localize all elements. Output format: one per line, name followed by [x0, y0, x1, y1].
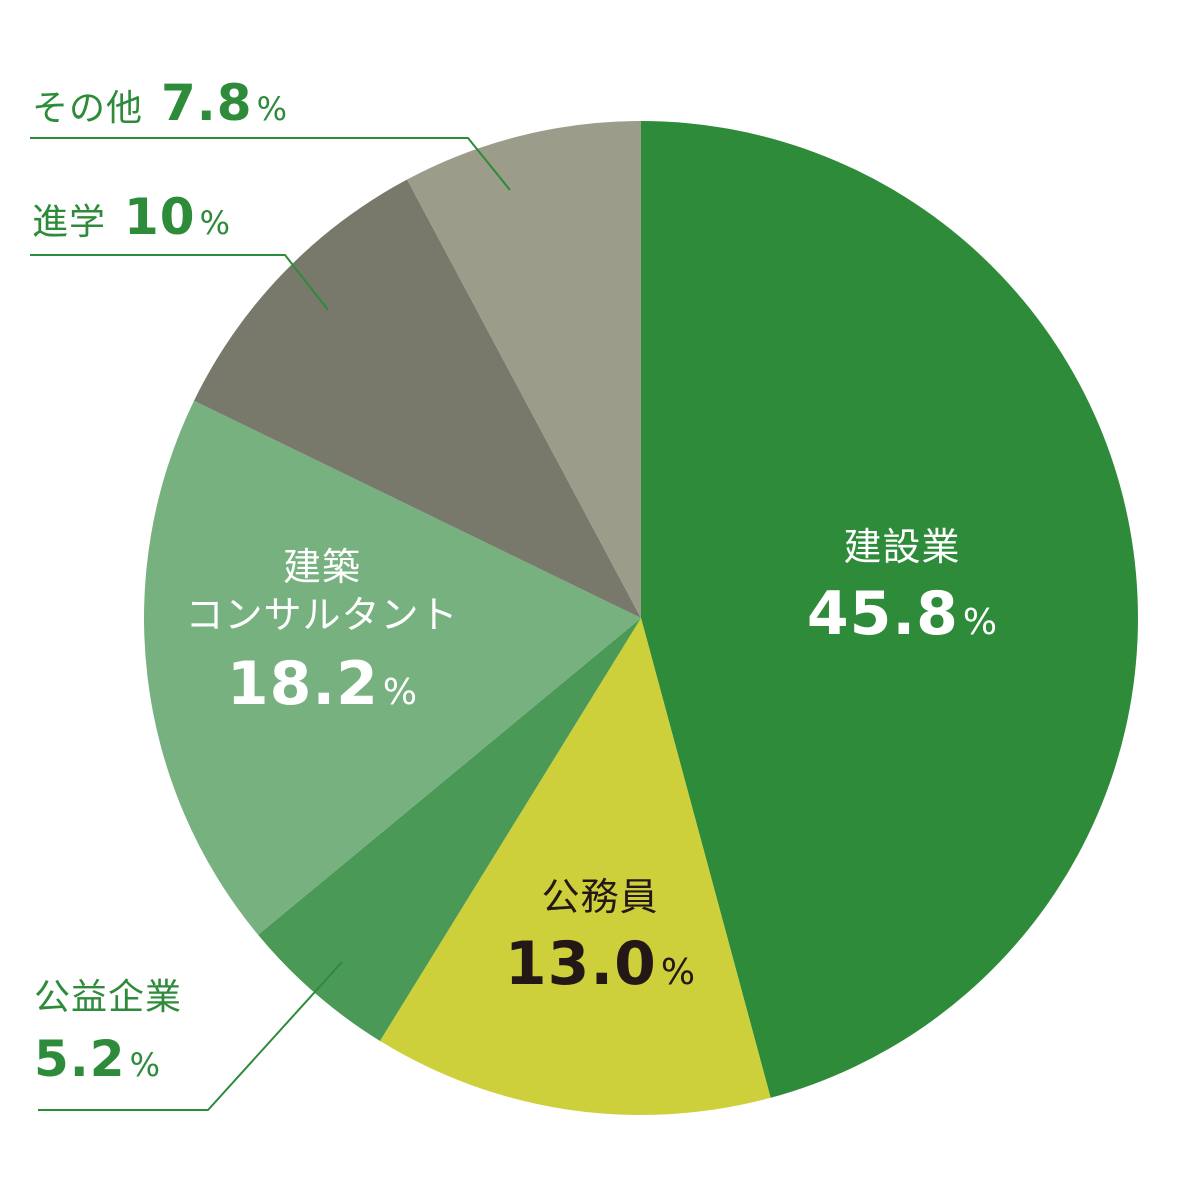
slice-value: 7.8	[161, 74, 253, 132]
slice-value: 45.8	[806, 579, 959, 649]
leader-line-other	[30, 137, 511, 191]
pie-slices	[143, 121, 1138, 1115]
slice-label-public-utility: 公益企業 5.2%	[34, 977, 183, 1085]
slice-public-utility	[258, 618, 641, 1041]
slice-unit: %	[199, 204, 231, 242]
slice-name: 建設業	[843, 525, 961, 569]
slice-value: 5.2	[34, 1030, 126, 1088]
slice-label-further-study: 進学 10%	[32, 192, 230, 242]
slice-architectural-consultant	[143, 400, 641, 935]
leader-line-public-utility	[38, 961, 343, 1111]
slice-construction	[641, 121, 1138, 1098]
slice-unit: %	[962, 602, 998, 643]
slice-name: その他	[32, 88, 144, 129]
slice-value: 10	[124, 188, 196, 246]
slice-label-other: その他 7.8%	[32, 78, 287, 128]
slice-label-civil-servant: 公務員 13.0%	[505, 878, 695, 994]
slice-value: 13.0	[504, 929, 657, 999]
slice-name: 進学	[32, 202, 107, 243]
slice-value: 18.2	[226, 649, 379, 719]
slice-name: 公務員	[541, 875, 659, 919]
slice-other	[407, 121, 641, 618]
slice-unit: %	[256, 90, 287, 128]
slice-unit: %	[660, 952, 696, 993]
slice-name-line-2: コンサルタント	[185, 593, 459, 637]
slice-further-study	[194, 179, 641, 618]
slice-name-line-1: 建築	[282, 545, 362, 589]
slice-unit: %	[129, 1046, 160, 1084]
slice-label-construction: 建設業 45.8%	[807, 528, 997, 644]
slice-civil-servant	[379, 618, 771, 1115]
leader-lines	[30, 137, 511, 1111]
slice-label-architectural-consultant: 建築 コンサルタント 18.2%	[185, 548, 458, 714]
slice-unit: %	[382, 672, 418, 713]
slice-name: 公益企業	[34, 977, 183, 1018]
leader-line-further-study	[30, 254, 329, 311]
